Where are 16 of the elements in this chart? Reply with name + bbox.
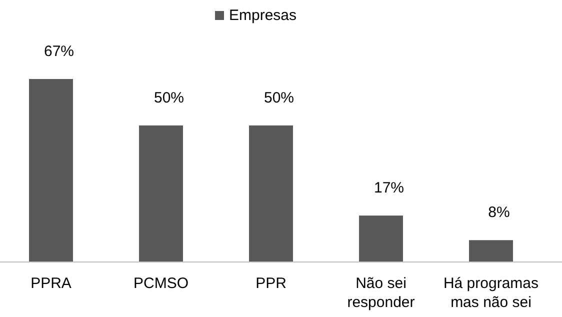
bar (139, 125, 183, 262)
x-tick-label: Há programas mas não sei (443, 275, 539, 311)
x-tick-label: PCMSO (133, 275, 189, 292)
legend-label: Empresas (229, 7, 297, 24)
bar (249, 125, 293, 262)
data-label: 67% (44, 43, 74, 60)
data-label: 8% (488, 204, 510, 222)
x-tick-label: Não sei responder (347, 275, 415, 311)
data-label: 50% (264, 89, 294, 106)
bar (469, 240, 513, 262)
x-tick-label: PPRA (30, 275, 72, 292)
data-label: 50% (154, 89, 184, 106)
bar (359, 216, 403, 262)
x-tick-label: PPR (256, 275, 287, 292)
bar (29, 79, 73, 262)
data-label: 17% (374, 180, 404, 197)
